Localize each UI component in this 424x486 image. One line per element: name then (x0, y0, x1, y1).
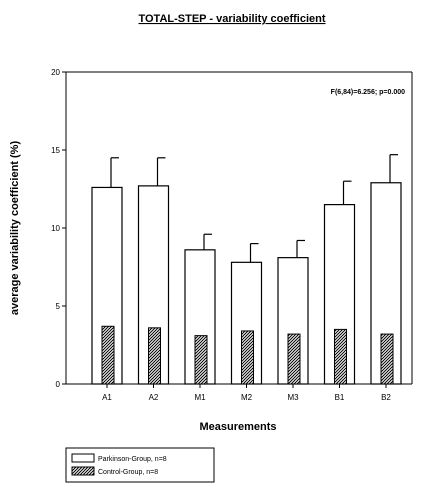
bar-control (241, 330, 254, 385)
legend-label-parkinson: Parkinson-Group, n=8 (98, 456, 167, 463)
bar-control (148, 327, 161, 385)
y-tick-label: 15 (51, 146, 60, 155)
bar-control (287, 333, 301, 385)
x-axis-label: Measurements (199, 421, 276, 433)
legend-box (65, 447, 215, 483)
legend: Parkinson-Group, n=8 Control-Group, n=8 (65, 447, 215, 483)
x-tick-label: B2 (381, 393, 391, 402)
x-tick-label: M2 (241, 393, 253, 402)
bar-control (334, 328, 347, 385)
legend-swatch-control (71, 466, 95, 476)
bar-control (101, 325, 115, 385)
x-tick-label: A1 (102, 393, 112, 402)
x-tick-label: M1 (194, 393, 206, 402)
legend-swatch-parkinson (71, 453, 95, 463)
bar-control (194, 335, 208, 385)
chart-title: TOTAL-STEP - variability coefficient (138, 13, 325, 25)
legend-label-control: Control-Group, n=8 (98, 469, 158, 476)
annotation-stat: F(6,84)=6.256; p=0.000 (331, 89, 405, 96)
x-tick-label: M3 (287, 393, 299, 402)
x-axis-ticks: A1 A2 M1 M2 M3 B1 B2 (102, 384, 391, 402)
x-tick-label: B1 (335, 393, 345, 402)
y-axis-ticks: 0 5 10 15 20 (51, 68, 66, 389)
y-tick-label: 20 (51, 68, 60, 77)
x-tick-label: A2 (149, 393, 159, 402)
bar-control (380, 333, 394, 385)
y-tick-label: 10 (51, 224, 60, 233)
bars (91, 182, 402, 385)
y-tick-label: 5 (56, 302, 61, 311)
y-axis-label: average variability coefficient (%) (9, 141, 21, 316)
y-tick-label: 0 (56, 380, 61, 389)
